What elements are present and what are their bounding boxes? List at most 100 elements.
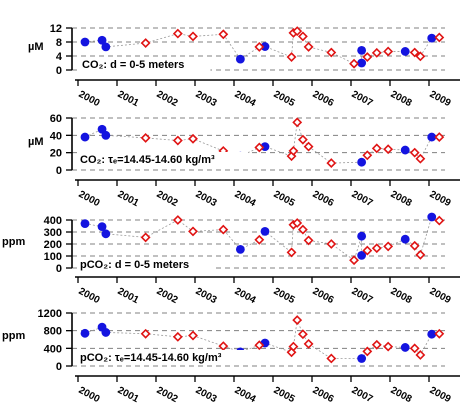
data-point-diamond xyxy=(297,134,308,145)
panel-annotation: CO₂: d = 0-5 meters xyxy=(82,59,184,71)
data-point-diamond xyxy=(292,117,303,128)
data-point-diamond xyxy=(218,29,229,40)
x-tick-label: 2000 xyxy=(77,189,102,209)
data-point-diamond xyxy=(172,135,183,146)
annotation-background xyxy=(79,57,211,71)
data-point-diamond xyxy=(415,153,426,164)
y-tick-label: 1200 xyxy=(38,308,62,320)
data-point-diamond xyxy=(434,132,445,142)
data-point-diamond xyxy=(172,331,183,342)
data-point-diamond xyxy=(415,51,426,62)
annotation-background xyxy=(77,152,248,166)
data-point-circle xyxy=(260,42,270,51)
data-point-circle xyxy=(101,229,111,239)
data-point-diamond xyxy=(140,232,151,243)
data-point-diamond xyxy=(409,343,420,354)
x-tick-label: 2002 xyxy=(155,189,180,209)
data-point-diamond xyxy=(286,247,297,258)
data-point-diamond xyxy=(254,41,265,52)
data-point-circle xyxy=(427,329,437,339)
x-tick-label: 2005 xyxy=(272,89,297,109)
data-point-diamond xyxy=(188,31,198,42)
panel-annotation: pCO₂: τₑ=14.45-14.60 kg/m³ xyxy=(80,352,222,364)
data-point-diamond xyxy=(362,346,373,357)
y-tick-label: 8 xyxy=(56,37,62,49)
x-tick-label: 2009 xyxy=(428,286,453,306)
y-tick-label: 12 xyxy=(50,23,62,35)
x-tick-label: 2001 xyxy=(116,385,141,403)
data-point-diamond xyxy=(297,224,308,235)
data-point-diamond xyxy=(383,46,394,57)
x-tick-label: 2007 xyxy=(350,189,375,209)
data-point-diamond xyxy=(349,255,359,266)
data-point-circle xyxy=(101,42,111,52)
y-tick-label: 100 xyxy=(44,251,62,263)
y-tick-label: 4 xyxy=(56,51,63,63)
data-point-diamond xyxy=(434,32,445,43)
x-tick-label: 2005 xyxy=(272,189,297,209)
x-tick-label: 2002 xyxy=(155,286,180,306)
x-tick-label: 2003 xyxy=(194,385,219,403)
data-point-circle xyxy=(80,37,90,47)
x-tick-label: 2000 xyxy=(77,286,102,306)
y-axis-label: ppm xyxy=(2,330,25,342)
data-point-circle xyxy=(80,132,90,142)
data-point-circle xyxy=(101,130,111,140)
y-axis-label: ppm xyxy=(2,236,25,248)
data-point-diamond xyxy=(140,133,151,143)
data-point-circle xyxy=(400,234,410,244)
y-tick-label: 300 xyxy=(44,227,62,239)
x-tick-label: 2007 xyxy=(350,286,375,306)
data-point-circle xyxy=(357,157,367,167)
y-tick-label: 40 xyxy=(50,130,62,142)
data-point-diamond xyxy=(383,241,394,252)
data-point-diamond xyxy=(326,353,337,364)
data-point-diamond xyxy=(415,350,426,360)
data-point-diamond xyxy=(409,147,420,158)
data-point-diamond xyxy=(415,249,426,260)
data-point-circle xyxy=(80,219,90,229)
data-point-circle xyxy=(357,46,367,55)
y-axis-label: µM xyxy=(28,136,44,148)
x-tick-label: 2009 xyxy=(428,89,453,109)
data-point-diamond xyxy=(409,47,420,58)
y-tick-label: 20 xyxy=(50,148,62,160)
data-point-diamond xyxy=(371,243,382,254)
x-tick-label: 2007 xyxy=(350,385,375,403)
data-point-diamond xyxy=(292,218,303,228)
annotation-background xyxy=(77,257,215,271)
panel-annotation: pCO₂: d = 0-5 meters xyxy=(80,259,189,271)
data-point-diamond xyxy=(326,239,337,249)
data-point-diamond xyxy=(172,28,183,39)
data-point-circle xyxy=(357,251,367,260)
data-point-diamond xyxy=(303,41,314,52)
data-point-diamond xyxy=(362,52,373,62)
x-tick-label: 2000 xyxy=(77,385,102,403)
y-tick-label: 0 xyxy=(56,263,62,275)
data-point-circle xyxy=(357,231,367,241)
data-point-diamond xyxy=(349,58,359,69)
panel-annotation: CO₂: τₑ=14.45-14.60 kg/m³ xyxy=(80,154,215,166)
data-point-diamond xyxy=(254,340,265,351)
x-tick-label: 2005 xyxy=(272,286,297,306)
x-tick-label: 2003 xyxy=(194,189,219,209)
data-point-diamond xyxy=(218,224,229,235)
data-point-diamond xyxy=(303,141,314,152)
data-point-diamond xyxy=(286,347,297,358)
y-tick-label: 0 xyxy=(56,361,62,373)
x-tick-label: 2006 xyxy=(311,385,336,403)
data-point-circle xyxy=(97,35,107,45)
data-point-diamond xyxy=(303,235,314,246)
series-connector xyxy=(84,216,440,261)
x-tick-label: 2009 xyxy=(428,189,453,209)
x-tick-label: 2008 xyxy=(389,89,414,109)
x-tick-label: 2007 xyxy=(350,89,375,109)
x-tick-label: 2008 xyxy=(389,385,414,403)
annotation-background xyxy=(77,350,255,364)
data-point-diamond xyxy=(383,341,394,352)
chart-panel-4: 0 400 800 1200 ppm 2000 2001 2002 2003 2004 2005 20… xyxy=(2,308,460,403)
data-point-diamond xyxy=(297,329,308,340)
chart-panel-1: 0 4 8 12 µM 2000 2001 2002 2003 2004 2005 2006 2007 2… xyxy=(28,23,460,109)
y-tick-label: 400 xyxy=(44,215,62,227)
x-tick-label: 2003 xyxy=(194,89,219,109)
